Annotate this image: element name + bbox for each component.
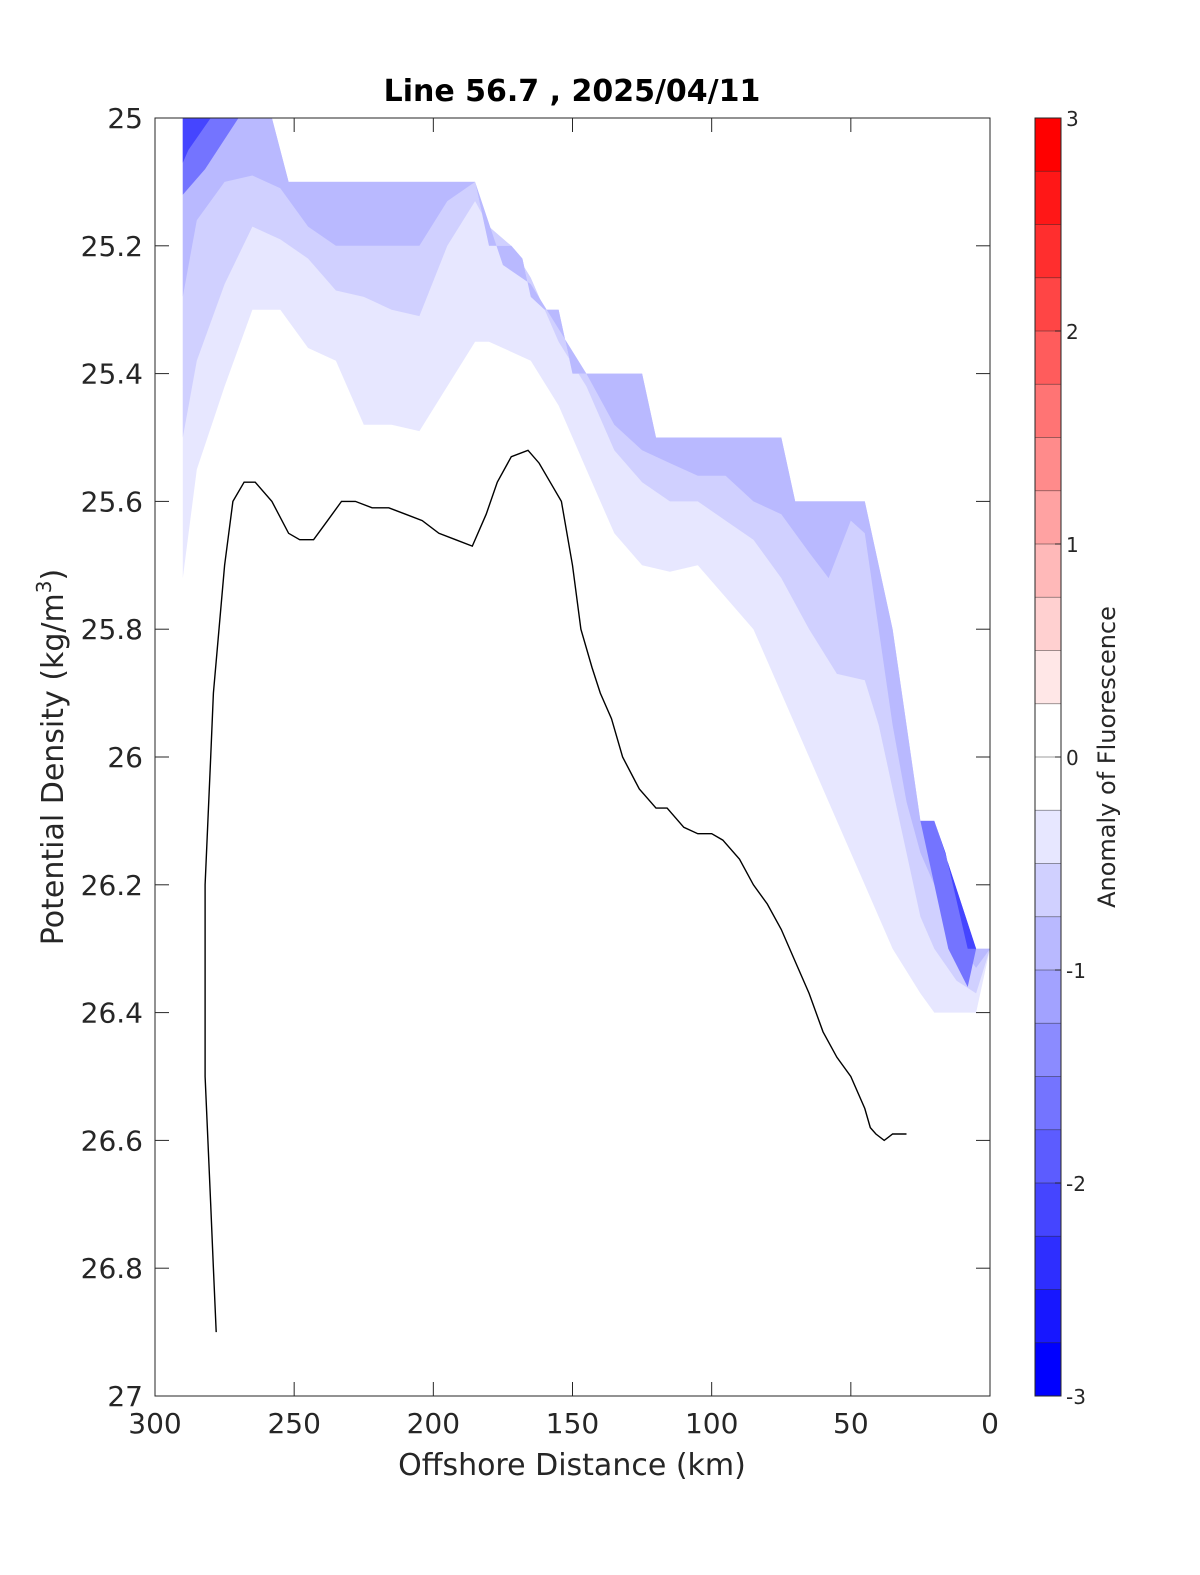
contour-band-strong-inshore [920, 820, 977, 987]
y-tick-label: 26.2 [81, 869, 143, 902]
x-tick-label: 200 [407, 1407, 460, 1440]
contour-band-3 [182, 118, 990, 968]
colorbar: -3 -2 -1 0 1 2 3 [1034, 107, 1086, 1409]
colorbar-segment [1035, 384, 1061, 438]
y-tick-label: 25 [107, 102, 143, 135]
colorbar-segment [1035, 1023, 1061, 1077]
colorbar-segment [1035, 970, 1061, 1024]
y-axis-label: Potential Density (kg/m3) [32, 569, 71, 945]
chart-title: Line 56.7 , 2025/04/11 [384, 74, 761, 109]
colorbar-segment [1035, 916, 1061, 971]
colorbar-tick-label: -2 [1066, 1172, 1086, 1196]
colorbar-segment [1035, 650, 1061, 705]
colorbar-label: Anomaly of Fluorescence [1093, 606, 1121, 908]
colorbar-segment [1035, 224, 1061, 279]
colorbar-segment [1035, 1129, 1061, 1184]
colorbar-segment [1035, 118, 1061, 172]
x-tick-label: 100 [685, 1407, 738, 1440]
profile-line-1 [204, 449, 907, 1333]
x-tick-label: 300 [128, 1407, 181, 1440]
y-axis: 25 25.2 25.4 25.6 25.8 26 26.2 26.4 26.6 26.8 27 [81, 102, 990, 1413]
y-tick-label: 26 [107, 741, 143, 774]
colorbar-segment [1035, 437, 1061, 492]
x-axis-label: Offshore Distance (km) [398, 1448, 746, 1483]
colorbar-segment [1035, 597, 1061, 651]
y-tick-label: 25.4 [81, 358, 143, 391]
colorbar-segment [1035, 490, 1061, 545]
colorbar-segment [1035, 277, 1061, 332]
colorbar-segment [1035, 863, 1061, 918]
x-tick-label: 0 [981, 1407, 999, 1440]
y-tick-label: 26.8 [81, 1252, 143, 1285]
contour-band-1 [182, 118, 990, 1013]
colorbar-segment [1035, 331, 1061, 385]
colorbar-segment [1035, 1289, 1061, 1344]
y-axis-label-main: Potential Density (kg/m [36, 593, 71, 945]
x-tick-label: 150 [546, 1407, 599, 1440]
colorbar-segment [1035, 171, 1061, 225]
contour-band-strongest-offshore [182, 118, 211, 163]
y-tick-label: 25.6 [81, 485, 143, 518]
colorbar-tick-label: 1 [1066, 533, 1079, 557]
colorbar-tick-label: -3 [1066, 1385, 1086, 1409]
y-tick-label: 25.2 [81, 230, 143, 263]
y-axis-label-close: ) [36, 569, 71, 581]
colorbar-segment [1035, 757, 1061, 811]
colorbar-tick-label: -1 [1066, 959, 1086, 983]
colorbar-segment [1035, 703, 1061, 758]
y-tick-label: 26.6 [81, 1124, 143, 1157]
contour-band-strongest-inshore [934, 820, 990, 949]
colorbar-segment [1035, 1342, 1061, 1397]
y-tick-label: 25.8 [81, 613, 143, 646]
y-tick-label: 26.4 [81, 997, 143, 1030]
colorbar-segment [1035, 810, 1061, 864]
colorbar-tick-label: 2 [1066, 320, 1079, 344]
colorbar-segment [1035, 1076, 1061, 1131]
x-tick-label: 250 [267, 1407, 320, 1440]
colorbar-segment [1035, 1236, 1061, 1290]
colorbar-segment [1035, 544, 1061, 598]
y-tick-label: 27 [107, 1380, 143, 1413]
y-axis-label-exponent: 3 [32, 580, 56, 593]
colorbar-segment [1035, 1183, 1061, 1237]
contour-fill [182, 118, 990, 1013]
colorbar-tick-label: 0 [1066, 746, 1079, 770]
x-axis: 300 250 200 150 100 50 0 [128, 118, 999, 1440]
colorbar-tick-label: 3 [1066, 107, 1079, 131]
density-profile-line [204, 449, 907, 1333]
x-tick-label: 50 [833, 1407, 869, 1440]
